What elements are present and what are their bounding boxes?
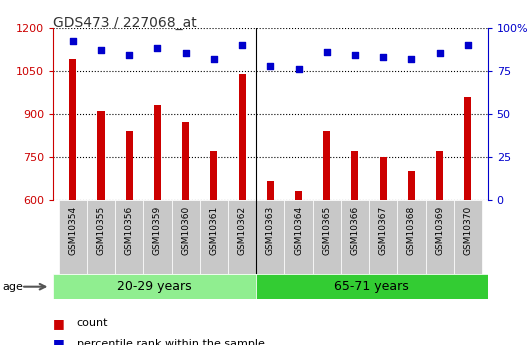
Text: GSM10369: GSM10369 [435,206,444,255]
Bar [126,131,132,200]
FancyBboxPatch shape [143,200,172,274]
Point [125,52,134,58]
FancyBboxPatch shape [426,200,454,274]
Text: GSM10360: GSM10360 [181,206,190,255]
Point [294,66,303,72]
Point [435,51,444,56]
FancyBboxPatch shape [256,200,285,274]
Text: GSM10366: GSM10366 [350,206,359,255]
Text: GSM10367: GSM10367 [378,206,387,255]
Text: GSM10370: GSM10370 [463,206,472,255]
Text: GSM10368: GSM10368 [407,206,416,255]
Point [68,39,77,44]
Point [238,42,246,48]
FancyBboxPatch shape [285,200,313,274]
FancyBboxPatch shape [115,200,143,274]
FancyBboxPatch shape [369,200,398,274]
Point [153,46,162,51]
Text: GSM10362: GSM10362 [237,206,246,255]
Text: 65-71 years: 65-71 years [334,280,409,293]
Bar [98,111,104,200]
Text: ■: ■ [53,337,65,345]
Bar [464,97,471,200]
Point [407,56,416,61]
FancyBboxPatch shape [200,200,228,274]
FancyBboxPatch shape [87,200,115,274]
Point [97,47,105,53]
Text: GSM10359: GSM10359 [153,206,162,255]
Text: age: age [3,282,23,292]
FancyBboxPatch shape [341,200,369,274]
Bar [323,131,330,200]
FancyBboxPatch shape [228,200,256,274]
Point [266,63,275,68]
Bar [436,151,443,200]
Point [379,54,387,60]
FancyBboxPatch shape [59,200,87,274]
Bar [238,73,245,200]
Text: GSM10355: GSM10355 [96,206,105,255]
Bar [267,181,274,200]
Text: 20-29 years: 20-29 years [117,280,192,293]
Point [464,42,472,48]
FancyBboxPatch shape [454,200,482,274]
FancyBboxPatch shape [398,200,426,274]
Bar [210,151,217,200]
Text: percentile rank within the sample: percentile rank within the sample [77,339,264,345]
Bar [182,122,189,200]
Bar [295,191,302,200]
Text: GSM10365: GSM10365 [322,206,331,255]
FancyBboxPatch shape [172,200,200,274]
Bar [351,151,358,200]
Point [322,49,331,55]
Text: GSM10356: GSM10356 [125,206,134,255]
FancyBboxPatch shape [256,274,488,299]
Text: GSM10364: GSM10364 [294,206,303,255]
Text: GSM10354: GSM10354 [68,206,77,255]
Text: count: count [77,318,108,328]
FancyBboxPatch shape [313,200,341,274]
Bar [408,171,415,200]
Bar [154,105,161,200]
Bar [379,157,387,200]
Bar [69,59,76,200]
Text: GDS473 / 227068_at: GDS473 / 227068_at [53,16,197,30]
Point [181,51,190,56]
Text: GSM10363: GSM10363 [266,206,275,255]
FancyBboxPatch shape [53,274,256,299]
Text: ■: ■ [53,317,65,330]
Text: GSM10361: GSM10361 [209,206,218,255]
Point [210,56,218,61]
Point [351,52,359,58]
